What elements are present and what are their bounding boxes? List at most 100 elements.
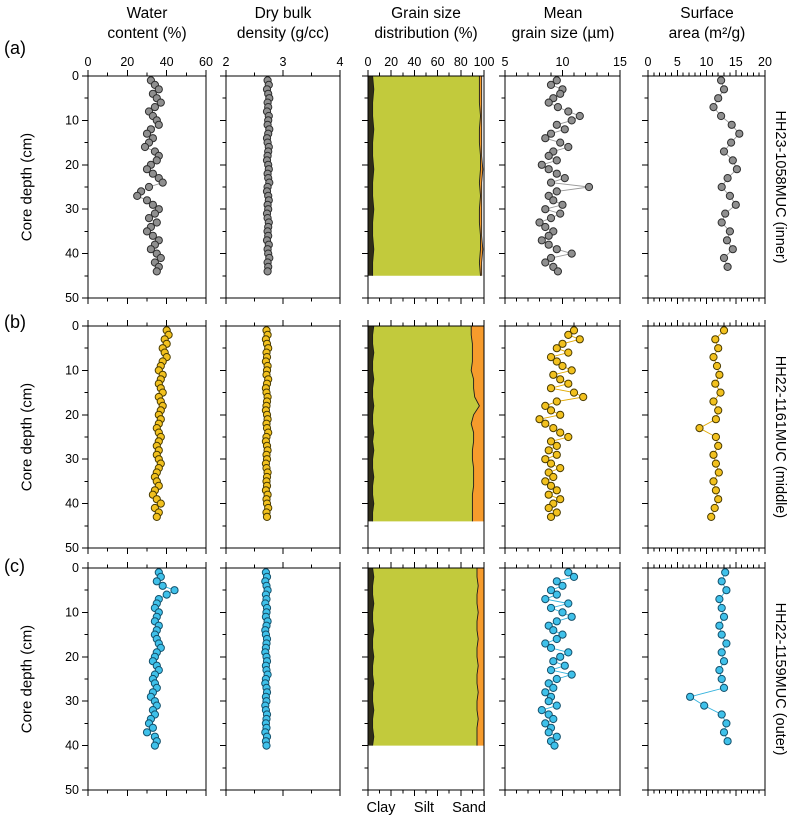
panel-c-dry_bulk_density [220,562,341,796]
panel-b-water_content: 0 10 20 30 40 50 [65,319,207,555]
data-point [700,701,709,710]
data-point [262,512,272,522]
data-point [727,120,736,129]
data-point [156,499,165,508]
area-sand [479,76,483,276]
data-point [556,138,565,147]
data-point [558,581,567,590]
data-point [549,424,558,433]
x-axis-tick-label: 5 [674,55,681,69]
data-point [535,218,544,227]
core-name-middle: HH22-1161MUC (middle) [772,355,788,519]
depth-tick-label: 0 [72,319,79,333]
data-point [544,697,553,706]
data-point [711,379,720,388]
data-point [556,410,565,419]
data-point [541,455,550,464]
data-point [711,459,721,468]
panel-border [225,75,341,299]
data-point [717,111,726,121]
data-point [549,657,558,666]
depth-tick-label: 0 [72,69,79,83]
data-point [556,428,565,437]
column-title-line: Surface [680,5,734,22]
data-point [717,710,726,719]
data-point [552,634,561,644]
column-title-mean-grain-size: Mean grain size (µm) [512,4,615,44]
data-point [719,147,729,156]
data-point [156,253,165,263]
data-point [142,165,152,174]
data-point [146,245,155,254]
data-point [142,196,152,205]
area-clay [368,326,374,522]
depth-tick-label: 20 [65,158,79,172]
data-point [725,227,735,236]
data-point [144,214,154,223]
data-point [552,508,561,517]
data-point [722,719,731,728]
fraction-boundary-line [478,76,481,276]
panel-label-a: (a) [4,38,26,58]
y-axis-title-row-b: Core depth (cm) [18,382,36,492]
data-point [549,196,558,205]
data-point [556,495,565,504]
data-point [686,692,695,701]
depth-tick-label: 50 [65,783,79,797]
data-point [560,125,569,134]
data-point [732,165,742,174]
data-point [154,120,163,129]
area-silt [372,76,481,276]
x-axis-tick-label: 0 [365,55,372,69]
fraction-label-sand: Sand [452,800,486,816]
data-point [564,142,573,152]
data-point [552,441,561,450]
column-title-line: grain size (µm) [511,25,615,43]
data-point [715,595,724,604]
x-axis-tick-label: 0 [85,55,92,69]
data-point [569,388,579,397]
data-point [546,253,556,263]
data-point [560,174,569,183]
data-point [552,732,561,741]
data-point [549,626,558,635]
panel-label-c: (c) [4,556,25,576]
panel-border [87,567,207,791]
column-title-line: content (%) [107,25,187,43]
x-axis-tick-label: 20 [758,55,772,69]
data-point [714,441,723,450]
data-point [142,129,152,138]
data-point [162,590,171,599]
data-point [711,415,721,424]
data-point [544,503,553,513]
data-point [567,249,576,258]
panel-border [504,567,621,791]
data-point [537,236,546,245]
column-title-line: area (m²/g) [668,25,746,43]
data-point [716,388,725,397]
data-point [558,608,567,617]
data-point [549,714,558,724]
series-line [698,330,725,518]
data-point [546,512,556,522]
fraction-boundary-line [372,567,375,746]
x-axis-tick-label: 15 [613,55,627,69]
x-axis-tick-label: 20 [384,55,398,69]
data-point [567,670,576,679]
data-point [709,397,718,406]
panel-label-b: (b) [4,312,26,332]
data-point [575,111,584,121]
data-point [712,361,722,371]
column-title-line: Grain size [391,5,461,22]
x-axis-tick-label: 10 [700,55,714,69]
panel-border [367,567,485,791]
data-point [541,719,550,728]
data-point [695,424,704,433]
data-point [544,151,553,160]
data-point [552,169,561,178]
area-silt [372,568,479,746]
depth-tick-label: 30 [65,694,79,708]
data-point [564,432,573,442]
depth-tick-label: 20 [65,408,79,422]
